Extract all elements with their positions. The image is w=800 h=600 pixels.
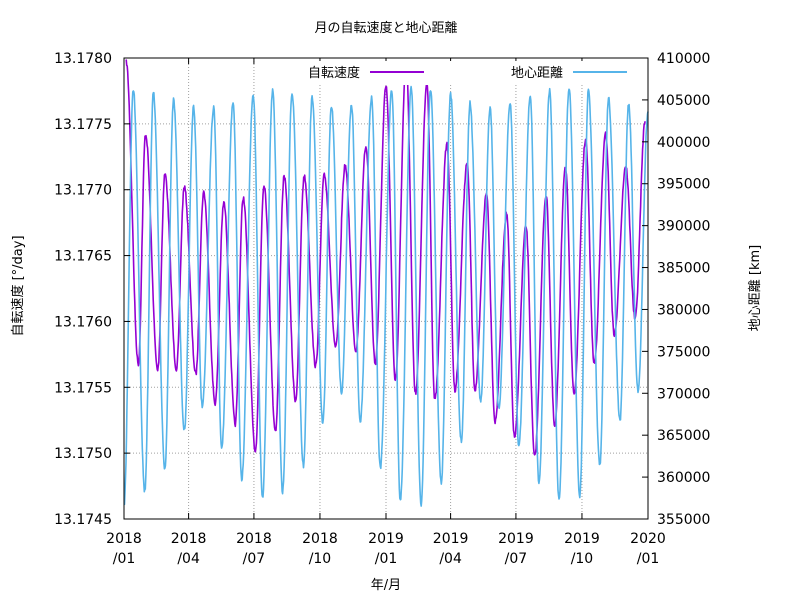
y2-tick-label: 400000 [657, 135, 710, 151]
x-tick-label-year: 2019 [368, 531, 404, 547]
legend: 自転速度 地心距離 [290, 61, 640, 85]
y-tick-label: 13.1750 [54, 446, 112, 462]
x-tick-label-month: /01 [375, 551, 398, 567]
x-axis-label: 年/月 [371, 578, 401, 593]
x-tick-label-year: 2019 [433, 531, 469, 547]
y2-axis-label: 地心距離 [km] [748, 245, 763, 331]
y2-tick-label: 405000 [657, 93, 710, 109]
x-tick-label-year: 2018 [106, 531, 142, 547]
y-tick-label: 13.1760 [54, 314, 112, 330]
x-tick-label-year: 2018 [171, 531, 207, 547]
series-line-distance [123, 85, 649, 507]
y-tick-label: 13.1745 [54, 512, 112, 528]
x-tick-label-year: 2019 [498, 531, 534, 547]
y2-tick-label: 355000 [657, 512, 710, 528]
y2-tick-label: 380000 [657, 302, 710, 318]
y-tick-label: 13.1780 [54, 51, 112, 67]
x-tick-label-month: /07 [243, 551, 266, 567]
y-tick-label: 13.1755 [54, 380, 112, 396]
x-tick-label-year: 2020 [630, 531, 666, 547]
x-tick-label-year: 2019 [564, 531, 600, 547]
legend-label-distance: 地心距離 [511, 66, 563, 81]
y2-tick-label: 385000 [657, 261, 710, 277]
x-tick-label-year: 2018 [236, 531, 272, 547]
y2-tick-label: 365000 [657, 428, 710, 444]
series-line-rotation-speed [125, 59, 646, 456]
y-tick-label: 13.1775 [54, 117, 112, 133]
x-tick-label-month: /10 [571, 551, 594, 567]
x-tick-label-month: /01 [637, 551, 660, 567]
y2-tick-label: 390000 [657, 219, 710, 235]
x-tick-label-year: 2018 [302, 531, 338, 547]
series-layer [123, 59, 649, 507]
y-tick-label: 13.1770 [54, 183, 112, 199]
x-tick-label-month: /04 [439, 551, 462, 567]
y-tick-label: 13.1765 [54, 249, 112, 265]
y2-tick-label: 375000 [657, 344, 710, 360]
x-tick-label-month: /07 [505, 551, 528, 567]
ticks: 2018/01 2018/04 2018/07 2018/10 2019/01 2019 /… [54, 51, 710, 567]
x-tick-label-month: /01 [113, 551, 136, 567]
y2-tick-label: 370000 [657, 386, 710, 402]
x-tick-label-month: /10 [309, 551, 332, 567]
legend-label-rotation-speed: 自転速度 [308, 65, 360, 81]
chart-title: 月の自転速度と地心距離 [314, 20, 457, 36]
y2-tick-label: 360000 [657, 470, 710, 486]
y-axis-label: 自転速度 [°/day] [10, 235, 26, 336]
y2-tick-label: 395000 [657, 177, 710, 193]
y2-tick-label: 410000 [657, 51, 710, 67]
x-tick-label-month: /04 [177, 551, 200, 567]
